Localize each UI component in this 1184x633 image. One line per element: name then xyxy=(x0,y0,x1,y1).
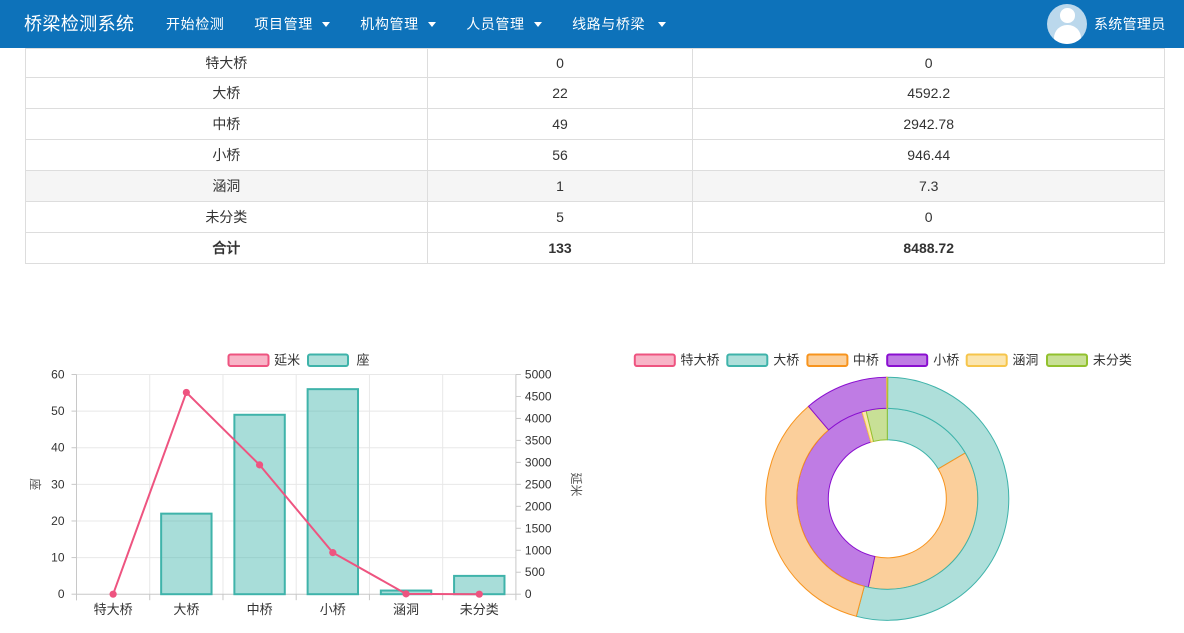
svg-text:0: 0 xyxy=(525,587,532,601)
svg-text:小桥: 小桥 xyxy=(933,353,959,368)
svg-text:座: 座 xyxy=(357,353,370,368)
svg-text:60: 60 xyxy=(51,368,65,382)
svg-text:涵洞: 涵洞 xyxy=(393,602,419,617)
svg-text:10: 10 xyxy=(51,551,65,565)
svg-text:1000: 1000 xyxy=(525,543,552,557)
svg-text:500: 500 xyxy=(525,565,545,579)
svg-text:大桥: 大桥 xyxy=(773,353,799,368)
svg-text:中桥: 中桥 xyxy=(247,602,273,617)
svg-text:延米: 延米 xyxy=(569,472,583,496)
svg-text:小桥: 小桥 xyxy=(320,602,346,617)
svg-text:4500: 4500 xyxy=(525,389,552,403)
svg-text:30: 30 xyxy=(51,477,65,491)
svg-text:未分类: 未分类 xyxy=(460,602,499,617)
svg-text:2000: 2000 xyxy=(525,499,552,513)
svg-text:未分类: 未分类 xyxy=(1093,353,1132,368)
svg-text:3500: 3500 xyxy=(525,433,552,447)
svg-text:4000: 4000 xyxy=(525,411,552,425)
svg-text:大桥: 大桥 xyxy=(173,602,199,617)
svg-text:中桥: 中桥 xyxy=(853,353,879,368)
svg-text:涵洞: 涵洞 xyxy=(1012,353,1038,368)
svg-text:特大桥: 特大桥 xyxy=(681,353,720,368)
svg-text:座: 座 xyxy=(28,478,43,490)
svg-text:3000: 3000 xyxy=(525,455,552,469)
svg-text:1500: 1500 xyxy=(525,521,552,535)
svg-text:50: 50 xyxy=(51,404,65,418)
svg-text:2500: 2500 xyxy=(525,477,552,491)
svg-text:特大桥: 特大桥 xyxy=(94,602,133,617)
svg-text:5000: 5000 xyxy=(525,368,552,382)
svg-text:0: 0 xyxy=(58,587,65,601)
svg-text:40: 40 xyxy=(51,441,65,455)
svg-text:延米: 延米 xyxy=(274,353,300,368)
svg-text:20: 20 xyxy=(51,514,65,528)
